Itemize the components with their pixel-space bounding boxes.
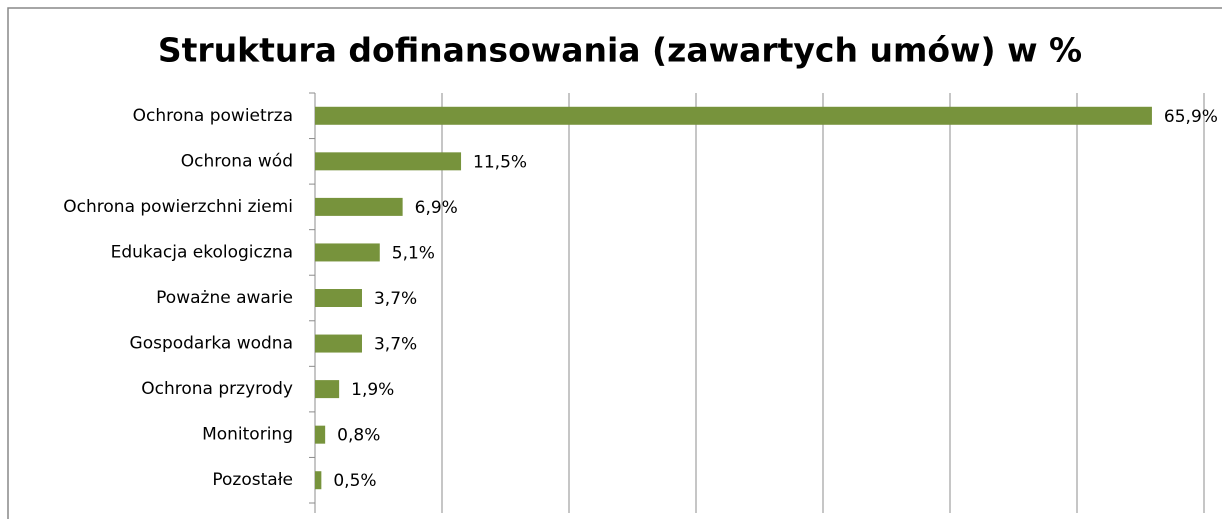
data-label: 0,5%: [333, 471, 376, 491]
chart-title: Struktura dofinansowania (zawartych umów…: [158, 31, 1082, 70]
bar: [315, 334, 362, 353]
data-label: 6,9%: [415, 198, 458, 218]
bar: [315, 152, 462, 171]
data-label: 5,1%: [392, 243, 435, 263]
y-tick-label: Ochrona wód: [181, 151, 293, 171]
bar: [315, 471, 322, 490]
y-tick-label: Edukacja ekologiczna: [111, 242, 293, 262]
y-tick-label: Monitoring: [202, 425, 293, 445]
bar: [315, 425, 326, 444]
y-tick-label: Gospodarka wodna: [130, 334, 293, 354]
bar: [315, 106, 1152, 125]
bar: [315, 243, 380, 262]
y-tick-label: Ochrona przyrody: [141, 379, 293, 399]
chart-frame: [7, 7, 1222, 519]
y-tick-label: Ochrona powietrza: [133, 106, 293, 126]
data-label: 1,9%: [351, 380, 394, 400]
y-tick-label: Pozostałe: [212, 470, 293, 490]
data-label: 3,7%: [374, 335, 417, 355]
y-tick-label: Poważne awarie: [156, 288, 293, 308]
bar: [315, 289, 362, 307]
y-tick-label: Ochrona powierzchni ziemi: [63, 197, 293, 217]
data-label: 65,9%: [1164, 107, 1218, 127]
bar: [315, 380, 340, 399]
bar: [315, 197, 403, 216]
data-label: 11,5%: [473, 152, 527, 172]
data-label: 3,7%: [374, 289, 417, 309]
data-label: 0,8%: [337, 426, 380, 446]
